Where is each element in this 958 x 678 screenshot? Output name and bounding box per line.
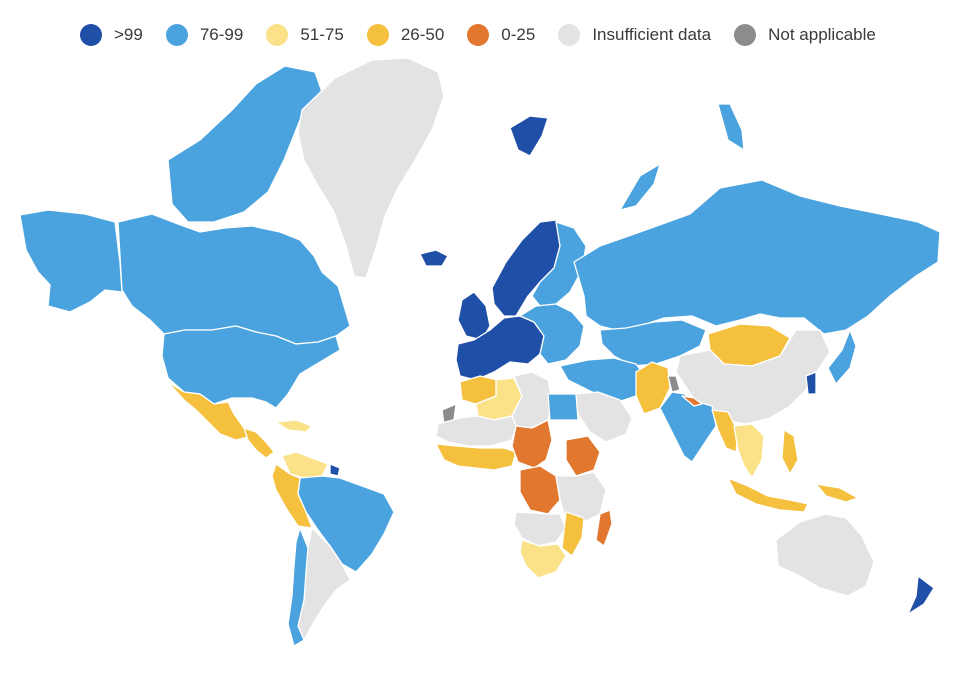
region-ethiopia[interactable] <box>565 435 601 477</box>
region-arctic-islands[interactable] <box>167 65 323 223</box>
region-russian-arctic-islands[interactable] <box>717 103 745 151</box>
region-egypt[interactable] <box>547 393 579 421</box>
region-chile[interactable] <box>287 527 309 647</box>
legend-item-over-99[interactable]: >99 <box>80 24 143 46</box>
legend-swatch-icon <box>266 24 289 46</box>
legend-item-76-99[interactable]: 76-99 <box>165 24 244 46</box>
region-east-africa[interactable] <box>555 471 607 523</box>
region-caribbean[interactable] <box>275 419 313 433</box>
region-central-asia[interactable] <box>599 319 707 367</box>
legend-swatch-icon <box>165 24 188 46</box>
region-thailand-indochina[interactable] <box>733 423 765 479</box>
legend-swatch-icon <box>467 24 490 46</box>
legend-swatch-icon <box>558 24 581 46</box>
region-papua[interactable] <box>815 483 859 503</box>
region-india[interactable] <box>659 391 717 463</box>
region-alaska[interactable] <box>19 209 123 313</box>
region-kashmir[interactable] <box>667 375 681 393</box>
region-novaya-zemlya[interactable] <box>619 163 661 211</box>
region-new-zealand[interactable] <box>907 575 935 615</box>
region-philippines[interactable] <box>781 429 799 475</box>
legend-label: Insufficient data <box>592 25 712 44</box>
legend-label: >99 <box>114 25 143 44</box>
region-korea-japan[interactable] <box>805 371 817 395</box>
region-svalbard[interactable] <box>509 115 549 157</box>
region-madagascar[interactable] <box>595 509 613 547</box>
region-west-africa[interactable] <box>435 443 517 471</box>
region-arabian-peninsula[interactable] <box>573 391 633 443</box>
region-japan[interactable] <box>827 329 857 385</box>
legend-label: 26-50 <box>400 25 445 44</box>
region-mozambique[interactable] <box>561 511 585 557</box>
legend-item-not-applicable[interactable]: Not applicable <box>734 24 876 46</box>
region-nepal[interactable] <box>681 395 703 407</box>
legend-label: 51-75 <box>300 25 344 44</box>
legend-label: 0-25 <box>501 25 536 44</box>
region-chad-car[interactable] <box>511 419 553 469</box>
region-canada[interactable] <box>117 213 351 345</box>
region-bangladesh-myanmar[interactable] <box>711 409 739 453</box>
legend-swatch-icon <box>80 24 102 46</box>
legend-label: Not applicable <box>768 25 876 44</box>
legend-item-26-50[interactable]: 26-50 <box>366 24 445 46</box>
region-guiana-coast[interactable] <box>329 463 341 477</box>
region-iceland[interactable] <box>419 249 449 267</box>
region-australia[interactable] <box>775 513 875 597</box>
region-south-africa[interactable] <box>519 539 567 579</box>
region-central-europe[interactable] <box>519 303 585 365</box>
region-greenland[interactable] <box>297 57 445 279</box>
legend-label: 76-99 <box>199 25 244 44</box>
legend-swatch-icon <box>366 24 389 46</box>
region-dr-congo[interactable] <box>519 465 561 515</box>
legend-item-insufficient-data[interactable]: Insufficient data <box>558 24 711 46</box>
region-central-america[interactable] <box>243 427 275 459</box>
region-brazil[interactable] <box>297 475 395 573</box>
legend-item-51-75[interactable]: 51-75 <box>266 24 344 46</box>
region-pakistan[interactable] <box>635 361 671 415</box>
legend-item-0-25[interactable]: 0-25 <box>467 24 535 46</box>
region-southern-africa[interactable] <box>513 511 567 547</box>
region-indonesia[interactable] <box>727 477 809 513</box>
legend-swatch-icon <box>734 24 757 46</box>
map-legend: >99 76-99 51-75 26-50 0-25 Insufficient … <box>80 20 876 50</box>
